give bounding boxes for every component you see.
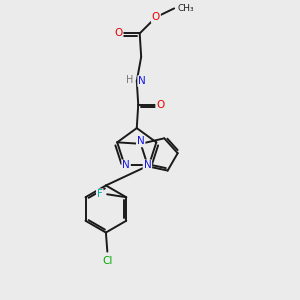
Text: O: O [152, 12, 160, 22]
Text: Cl: Cl [102, 256, 112, 266]
Text: N: N [143, 160, 151, 170]
Text: H: H [126, 76, 134, 85]
Text: CH₃: CH₃ [178, 4, 194, 13]
Text: N: N [137, 136, 145, 146]
Text: O: O [114, 28, 123, 38]
Text: N: N [122, 160, 130, 170]
Text: O: O [156, 100, 164, 110]
Text: N: N [138, 76, 146, 86]
Text: F: F [97, 189, 103, 199]
